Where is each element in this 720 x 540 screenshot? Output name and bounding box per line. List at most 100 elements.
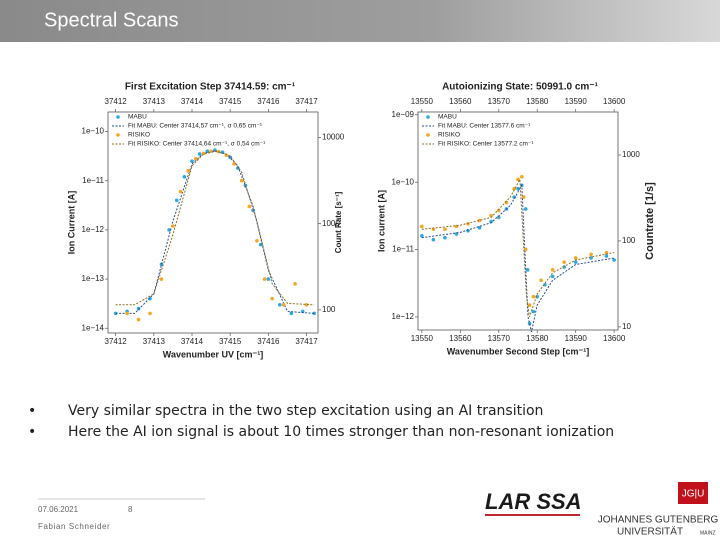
data-point [281, 302, 286, 307]
data-point [262, 277, 267, 281]
fit-line [115, 150, 315, 306]
data-point [520, 175, 524, 179]
legend-label: RISIKO [438, 132, 460, 139]
plot-frame [417, 111, 619, 331]
x-tick-label: 13590 [565, 334, 588, 343]
data-point [182, 175, 187, 179]
x-tick-label: 37414 [181, 337, 204, 346]
y2-axis-label: Countrate [1/s] [644, 182, 656, 260]
data-point [527, 303, 532, 307]
charts: First Excitation Step 37414.59: cm⁻¹ 3741… [66, 82, 656, 360]
data-point [420, 224, 424, 229]
data-point [521, 195, 526, 199]
x-tick-label-top: 13580 [526, 97, 549, 106]
data-point [562, 265, 566, 269]
y-tick-label: 1e−10 [392, 177, 415, 186]
fit-line [421, 177, 615, 318]
legend-label: MABU [128, 114, 147, 121]
data-point [186, 168, 190, 173]
x-tick-label-top: 37414 [181, 97, 204, 106]
x-tick-label-top: 37417 [295, 97, 318, 106]
x-tick-label-top: 37415 [219, 97, 242, 106]
data-point [174, 198, 179, 203]
data-point [171, 224, 175, 228]
legend-label: RISIKO [128, 132, 150, 139]
chart-title: Autoionizing State: 50991.0 cm⁻¹ [442, 82, 599, 93]
bullet-dot: • [28, 403, 36, 419]
chart-title: First Excitation Step 37414.59: cm⁻¹ [125, 82, 296, 93]
data-point [496, 215, 501, 220]
university-name: JOHANNES GUTENBERG [598, 515, 719, 526]
larissa-logo: LAR SSA [485, 489, 582, 514]
data-point [531, 294, 536, 299]
data-point [443, 227, 447, 232]
data-point [523, 207, 528, 211]
data-point [148, 296, 152, 301]
data-point [125, 311, 129, 316]
y2-tick-label: 100 [322, 305, 336, 314]
data-point [550, 268, 555, 272]
footer-page: 8 [128, 505, 133, 514]
y2-axis-label: Count Rate [s⁻¹] [334, 191, 343, 253]
y-tick-label: 1e−12 [392, 312, 415, 321]
x-tick-label: 13600 [603, 334, 626, 343]
legend-marker [426, 133, 430, 137]
data-point [523, 247, 528, 252]
data-point [516, 186, 520, 191]
data-point [573, 260, 578, 264]
legend-label: Fit RISIKO: Center 37414,64 cm⁻¹, σ 0,54… [128, 141, 266, 148]
legend-label: Fit MABU: Center 13577.6 cm⁻¹ [438, 123, 531, 130]
data-point [293, 282, 297, 286]
x-tick-label: 37413 [143, 337, 166, 346]
data-point [148, 311, 152, 316]
y2-tick-label: 10 [622, 322, 631, 331]
y2-tick-label: 1000 [322, 219, 340, 228]
jgu-logo: JG|U [682, 489, 705, 500]
data-point [190, 159, 194, 163]
data-point [178, 189, 183, 194]
data-point [543, 282, 547, 287]
data-point [466, 222, 470, 226]
x-tick-label: 37415 [219, 337, 242, 346]
data-point [573, 256, 578, 260]
data-point [304, 302, 309, 307]
x-tick-label-top: 13590 [565, 97, 588, 106]
legend-label: MABU [438, 114, 457, 121]
data-point [247, 204, 252, 209]
bullet: Here the AI ion signal is about 10 times… [68, 424, 614, 440]
footer-author: Fabian Schneider [38, 522, 110, 531]
x-tick-label: 13570 [488, 334, 511, 343]
x-tick-label-top: 13560 [449, 97, 472, 106]
data-point [239, 178, 244, 183]
header-bar [0, 0, 720, 42]
x-tick-label: 37417 [295, 337, 318, 346]
data-point [612, 258, 616, 262]
x-tick-label-top: 37413 [143, 97, 166, 106]
legend-label: Fit RISIKO: Center 13577.2 cm⁻¹ [438, 141, 534, 148]
y-axis-label: Ion current [A] [376, 190, 386, 252]
data-point [604, 254, 609, 258]
university-name: MAINZ [700, 530, 716, 536]
legend-marker [116, 115, 120, 119]
x-tick-label: 37412 [105, 337, 128, 346]
data-point [527, 321, 532, 326]
legend-marker [426, 115, 430, 119]
data-point [562, 260, 566, 264]
data-point [159, 277, 164, 281]
university-name: UNIVERSITÄT [617, 526, 683, 538]
y-tick-label: 1e−13 [82, 274, 105, 283]
data-point [255, 239, 259, 243]
data-point [420, 234, 424, 238]
y-tick-label: 1e−11 [82, 176, 104, 185]
y2-tick-label: 10000 [322, 133, 345, 142]
slide-title: Spectral Scans [44, 9, 179, 31]
fit-line [115, 150, 315, 314]
data-point [539, 278, 543, 283]
data-point [278, 302, 282, 307]
y2-tick-label: 100 [622, 236, 636, 245]
footer-date: 07.06.2021 [38, 505, 79, 514]
x-tick-label-top: 13550 [411, 97, 434, 106]
y-tick-label: 1e−10 [82, 127, 105, 136]
legend-label: Fit MABU: Center 37414,57 cm⁻¹, σ 0,65 c… [128, 123, 263, 130]
